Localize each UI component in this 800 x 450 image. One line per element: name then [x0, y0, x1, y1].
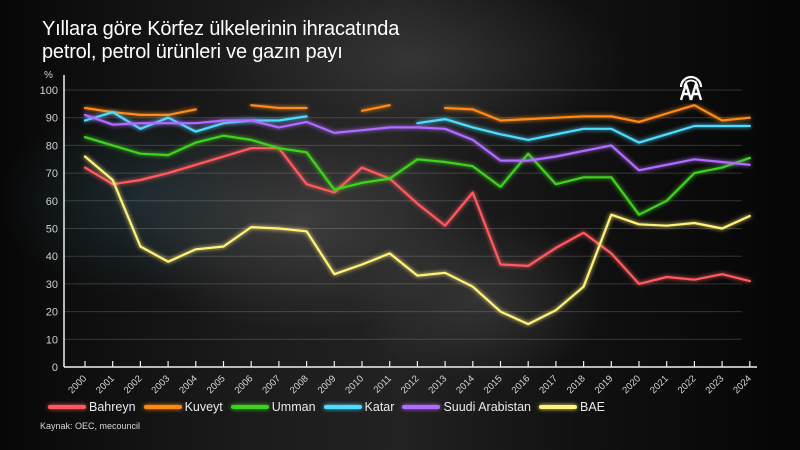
legend-label: Umman [271, 400, 316, 414]
chart-legend: Bahreyn Kuveyt Umman Katar Suudi Arabistan BA… [48, 400, 608, 414]
x-tick-label: 2009 [316, 373, 339, 396]
title-line-2: petrol, petrol ürünleri ve gazın payı [42, 41, 343, 63]
series-line [83, 147, 751, 285]
x-tick-label: 2014 [454, 373, 477, 396]
x-tick-label: 2017 [537, 373, 560, 396]
legend-swatch [323, 405, 362, 409]
x-tick-label: 2023 [703, 373, 726, 396]
legend-swatch [402, 405, 441, 409]
y-axis: 0 10 20 30 40 50 60 70 80 90 100% [40, 70, 65, 374]
x-tick-label: 2020 [620, 373, 643, 396]
legend-swatch [539, 405, 577, 409]
legend-swatch [48, 405, 86, 409]
source-note: Kaynak: OEC, mecouncil [40, 421, 141, 431]
y-axis-unit: % [44, 70, 53, 81]
legend-swatch [230, 405, 269, 409]
x-tick-label: 2008 [288, 373, 311, 396]
x-tick-label: 2019 [593, 373, 616, 396]
legend-label: BAE [580, 400, 606, 414]
series-bae [83, 155, 751, 326]
x-tick-label: 2012 [399, 373, 422, 396]
series-kuveyt [83, 104, 751, 124]
y-tick-label: 100 [40, 85, 58, 97]
series-line [83, 113, 751, 172]
x-tick-label: 2010 [343, 373, 366, 396]
legend-label: Suudi Arabistan [443, 400, 531, 414]
legend-swatch [143, 405, 182, 409]
series-line [444, 104, 751, 124]
legend-label: Katar [364, 400, 395, 414]
x-tick-label: 2013 [426, 373, 449, 396]
series-line [83, 134, 751, 216]
y-tick-label: 80 [46, 140, 58, 152]
title-line-1: Yıllara göre Körfez ülkelerinin ihracatı… [42, 18, 400, 40]
legend-label: Kuveyt [184, 400, 223, 414]
x-tick-label: 2000 [66, 373, 89, 396]
series-line [83, 155, 751, 326]
x-tick-label: 2007 [260, 373, 283, 396]
series-line [83, 111, 308, 133]
x-axis: 2000 2001 2002 2003 2004 2005 2006 2007 2008 2009… [64, 361, 757, 396]
series-line [416, 117, 751, 144]
series-line [250, 104, 308, 110]
x-tick-label: 2001 [94, 373, 117, 396]
legend-item: Katar [323, 400, 395, 414]
x-tick-label: 2005 [205, 373, 228, 396]
series-line [360, 104, 391, 112]
series-katar [83, 111, 751, 144]
x-tick-label: 2022 [676, 373, 699, 396]
y-tick-label: 0 [52, 362, 58, 374]
legend-item: BAE [539, 400, 605, 414]
series-suudi-arabistan [83, 113, 751, 172]
x-tick-label: 2018 [565, 373, 588, 396]
legend-item: Bahreyn [48, 400, 136, 414]
x-tick-label: 2021 [648, 373, 671, 396]
x-tick-label: 2003 [149, 373, 172, 396]
series-line [83, 106, 197, 117]
x-tick-label: 2006 [233, 373, 256, 396]
x-tick-label: 2011 [372, 373, 394, 395]
x-tick-label: 2016 [510, 373, 533, 396]
y-tick-label: 30 [46, 279, 58, 291]
legend-label: Bahreyn [89, 400, 136, 414]
data-series [83, 104, 751, 326]
y-tick-label: 50 [46, 224, 58, 236]
aa-logo-icon [679, 75, 703, 101]
series-bahreyn [83, 147, 751, 285]
chart-title: Yıllara göre Körfez ülkelerinin ihracatı… [42, 18, 399, 64]
y-tick-label: 60 [46, 196, 58, 208]
x-tick-label: 2024 [731, 373, 754, 396]
x-tick-label: 2002 [122, 373, 145, 396]
y-tick-label: 70 [46, 168, 58, 180]
series-umman [83, 134, 751, 216]
legend-item: Suudi Arabistan [402, 400, 531, 414]
y-tick-label: 20 [46, 307, 58, 319]
x-tick-label: 2004 [177, 373, 200, 396]
y-tick-label: 10 [46, 334, 58, 346]
y-tick-label: 40 [46, 251, 58, 263]
x-tick-label: 2015 [482, 373, 505, 396]
legend-item: Kuveyt [143, 400, 223, 414]
y-tick-label: 90 [46, 113, 58, 125]
legend-item: Umman [230, 400, 316, 414]
